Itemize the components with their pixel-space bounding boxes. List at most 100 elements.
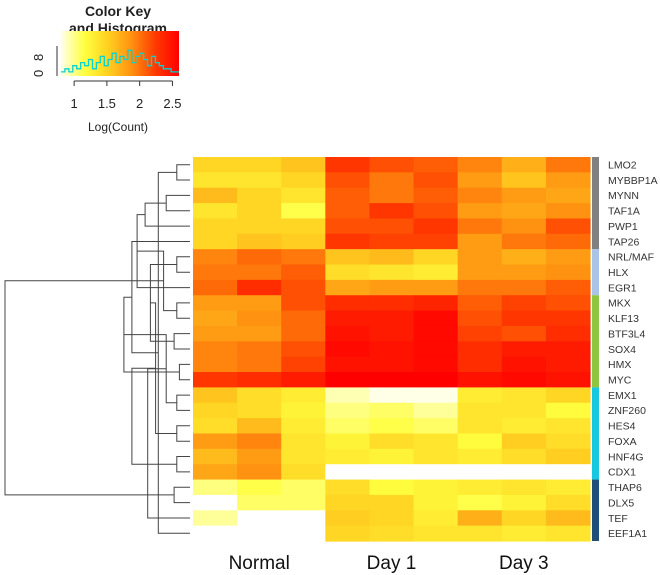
heatmap-cell — [281, 279, 326, 296]
heatmap-cell — [457, 218, 503, 235]
row-label: NRL/MAF — [608, 252, 654, 264]
heatmap-cell — [501, 356, 547, 373]
heatmap-cell — [193, 172, 238, 189]
heatmap-cell — [325, 402, 371, 419]
heatmap-cell — [369, 448, 415, 465]
heatmap-cell — [413, 494, 459, 511]
color-key-x-tick-label: 1 — [70, 96, 77, 111]
heatmap-cell — [545, 310, 591, 327]
heatmap-cell — [193, 341, 238, 358]
heatmap-cell — [281, 402, 326, 419]
column-group-label: Normal — [229, 553, 290, 574]
heatmap-cell — [413, 264, 459, 281]
heatmap-cell — [413, 157, 459, 173]
heatmap-cell — [281, 510, 326, 527]
heatmap-cell — [413, 325, 459, 342]
heatmap-cell — [457, 310, 503, 327]
heatmap-cell — [457, 464, 503, 481]
heatmap-cell — [281, 387, 326, 404]
heatmap-cell — [413, 310, 459, 327]
dendrogram-branch — [4, 280, 175, 496]
heatmap-cell — [501, 433, 547, 450]
heatmap-cell — [281, 433, 326, 450]
heatmap-cell — [501, 448, 547, 465]
heatmap-cell — [413, 402, 459, 419]
dendrogram-branch — [176, 164, 190, 181]
heatmap-cell — [457, 494, 503, 511]
dendrogram-branch — [178, 363, 190, 381]
heatmap-cell — [545, 295, 591, 312]
heatmap-cell — [281, 479, 326, 496]
heatmap-cell — [325, 325, 371, 342]
heatmap-cell — [237, 525, 282, 542]
row-label: THAP6 — [608, 482, 642, 494]
column-group-label: Day 1 — [367, 553, 417, 574]
heatmap-cell — [281, 448, 326, 465]
heatmap-cell — [413, 433, 459, 450]
heatmap-cell — [501, 418, 547, 435]
heatmap-cell — [545, 218, 591, 235]
row-group-color-bar — [592, 387, 599, 480]
heatmap-cell — [237, 433, 282, 450]
row-label: TAP26 — [608, 236, 639, 248]
heatmap-cell — [237, 479, 282, 496]
heatmap-cell — [413, 203, 459, 220]
color-key-x-tick-label: 2 — [136, 96, 143, 111]
row-label: TAF1A — [608, 206, 640, 218]
heatmap-cell — [413, 249, 459, 266]
row-label: BTF3L4 — [608, 328, 646, 340]
row-label: HMX — [608, 359, 631, 371]
color-key-histogram — [61, 49, 179, 73]
color-key-x-tick-label: 1.5 — [98, 96, 116, 111]
heatmap-cell — [457, 372, 503, 388]
heatmap-cell — [545, 325, 591, 342]
heatmap-cell — [545, 525, 591, 542]
color-key-histogram-line — [61, 49, 179, 73]
heatmap-cell — [237, 448, 282, 465]
heatmap-cell — [369, 172, 415, 189]
heatmap-cell — [281, 341, 326, 358]
heatmap-cell — [501, 233, 547, 250]
heatmap-cell — [413, 172, 459, 189]
heatmap-cell — [501, 264, 547, 281]
heatmap-cell — [545, 418, 591, 435]
heatmap-cell — [281, 203, 326, 220]
heatmap-cell — [457, 295, 503, 312]
heatmap-cell — [281, 418, 326, 435]
heatmap-cell — [501, 372, 547, 388]
heatmap-cell — [369, 464, 415, 481]
heatmap-cell — [369, 233, 415, 250]
heatmap-cell — [501, 387, 547, 404]
color-key-x-tick-label: 2.5 — [163, 96, 181, 111]
column-group-label: Day 3 — [499, 553, 549, 574]
heatmap-cell — [545, 249, 591, 266]
heatmap-cell — [281, 356, 326, 373]
heatmap-cell — [193, 203, 238, 220]
color-key: Color Key and Histogram 0 8 1 1.5 2 2.5 Log… — [31, 3, 181, 134]
heatmap-cell — [237, 341, 282, 358]
heatmap-cell — [325, 525, 371, 542]
heatmap-cell — [325, 295, 371, 312]
heatmap-cell — [457, 279, 503, 296]
heatmap-cell — [325, 203, 371, 220]
heatmap-cell — [193, 218, 238, 235]
heatmap-cell — [281, 233, 326, 250]
heatmap-cell — [545, 172, 591, 189]
heatmap-cell — [369, 203, 415, 220]
dendrogram-branch — [131, 241, 190, 354]
heatmap-cell — [237, 295, 282, 312]
heatmap-cell — [237, 279, 282, 296]
heatmap-cell — [281, 187, 326, 204]
row-group-color-bar — [592, 295, 599, 388]
heatmap-cell — [193, 525, 238, 542]
heatmap-cell — [237, 325, 282, 342]
heatmap-cell — [545, 510, 591, 527]
heatmap-cell — [413, 233, 459, 250]
heatmap-cell — [237, 187, 282, 204]
heatmap-cell — [413, 464, 459, 481]
dendrogram-branch — [173, 333, 190, 350]
heatmap-cell — [413, 295, 459, 312]
heatmap-cell — [457, 341, 503, 358]
heatmap-cell — [413, 356, 459, 373]
heatmap-cell — [325, 187, 371, 204]
